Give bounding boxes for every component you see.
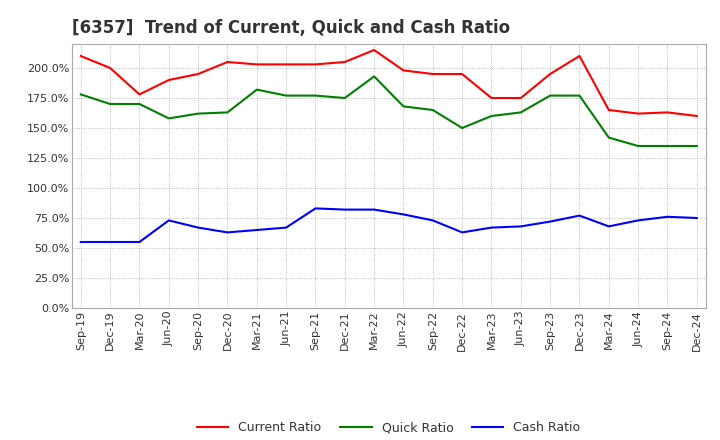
- Quick Ratio: [282, 93, 290, 98]
- Quick Ratio: [575, 93, 584, 98]
- Current Ratio: [135, 92, 144, 97]
- Cash Ratio: [575, 213, 584, 218]
- Current Ratio: [516, 95, 525, 101]
- Current Ratio: [458, 71, 467, 77]
- Line: Quick Ratio: Quick Ratio: [81, 77, 697, 146]
- Current Ratio: [634, 111, 642, 116]
- Line: Cash Ratio: Cash Ratio: [81, 209, 697, 242]
- Quick Ratio: [546, 93, 554, 98]
- Cash Ratio: [428, 218, 437, 223]
- Current Ratio: [106, 66, 114, 71]
- Cash Ratio: [135, 239, 144, 245]
- Current Ratio: [663, 110, 672, 115]
- Cash Ratio: [546, 219, 554, 224]
- Quick Ratio: [487, 114, 496, 119]
- Quick Ratio: [194, 111, 202, 116]
- Quick Ratio: [693, 143, 701, 149]
- Current Ratio: [546, 71, 554, 77]
- Current Ratio: [194, 71, 202, 77]
- Current Ratio: [164, 77, 173, 83]
- Current Ratio: [253, 62, 261, 67]
- Cash Ratio: [164, 218, 173, 223]
- Quick Ratio: [605, 135, 613, 140]
- Current Ratio: [399, 68, 408, 73]
- Cash Ratio: [605, 224, 613, 229]
- Cash Ratio: [487, 225, 496, 230]
- Current Ratio: [282, 62, 290, 67]
- Current Ratio: [693, 114, 701, 119]
- Quick Ratio: [458, 125, 467, 131]
- Current Ratio: [311, 62, 320, 67]
- Current Ratio: [428, 71, 437, 77]
- Cash Ratio: [282, 225, 290, 230]
- Quick Ratio: [399, 104, 408, 109]
- Quick Ratio: [135, 101, 144, 106]
- Cash Ratio: [311, 206, 320, 211]
- Current Ratio: [341, 59, 349, 65]
- Quick Ratio: [370, 74, 379, 79]
- Current Ratio: [223, 59, 232, 65]
- Quick Ratio: [106, 101, 114, 106]
- Quick Ratio: [311, 93, 320, 98]
- Quick Ratio: [634, 143, 642, 149]
- Quick Ratio: [428, 107, 437, 113]
- Quick Ratio: [663, 143, 672, 149]
- Legend: Current Ratio, Quick Ratio, Cash Ratio: Current Ratio, Quick Ratio, Cash Ratio: [192, 416, 585, 439]
- Quick Ratio: [223, 110, 232, 115]
- Cash Ratio: [194, 225, 202, 230]
- Quick Ratio: [341, 95, 349, 101]
- Cash Ratio: [458, 230, 467, 235]
- Line: Current Ratio: Current Ratio: [81, 50, 697, 116]
- Cash Ratio: [693, 215, 701, 220]
- Cash Ratio: [663, 214, 672, 220]
- Current Ratio: [370, 48, 379, 53]
- Cash Ratio: [341, 207, 349, 212]
- Quick Ratio: [164, 116, 173, 121]
- Current Ratio: [575, 53, 584, 59]
- Current Ratio: [487, 95, 496, 101]
- Cash Ratio: [106, 239, 114, 245]
- Cash Ratio: [399, 212, 408, 217]
- Quick Ratio: [516, 110, 525, 115]
- Cash Ratio: [370, 207, 379, 212]
- Current Ratio: [605, 107, 613, 113]
- Cash Ratio: [516, 224, 525, 229]
- Quick Ratio: [253, 87, 261, 92]
- Current Ratio: [76, 53, 85, 59]
- Cash Ratio: [76, 239, 85, 245]
- Cash Ratio: [634, 218, 642, 223]
- Text: [6357]  Trend of Current, Quick and Cash Ratio: [6357] Trend of Current, Quick and Cash …: [72, 19, 510, 37]
- Quick Ratio: [76, 92, 85, 97]
- Cash Ratio: [253, 227, 261, 233]
- Cash Ratio: [223, 230, 232, 235]
